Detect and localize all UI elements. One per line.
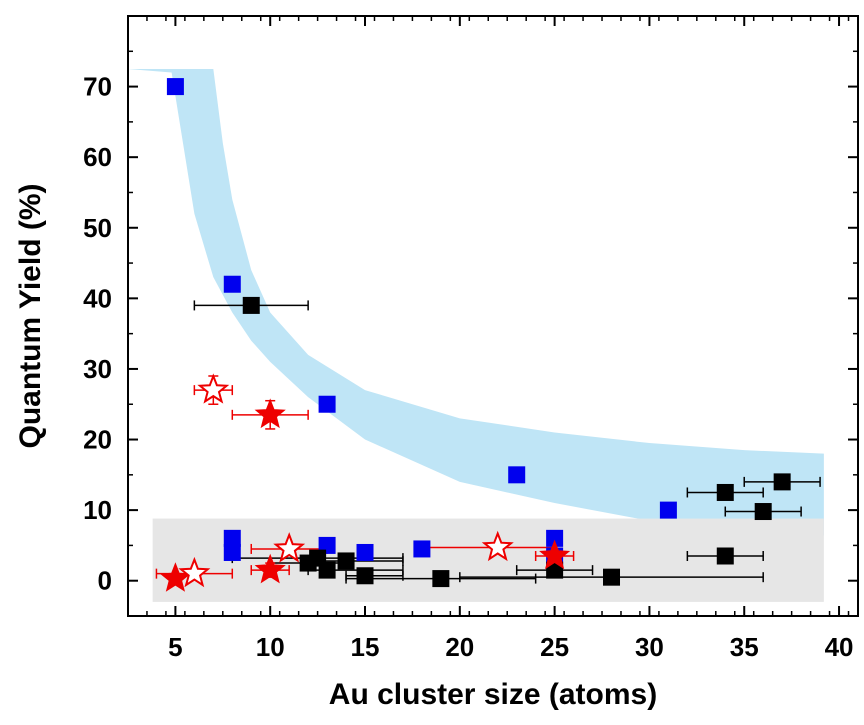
black-square-point — [716, 483, 734, 501]
y-tick-label: 70 — [83, 72, 112, 102]
open-star-point — [178, 556, 211, 588]
shaded-bands — [128, 68, 824, 602]
x-tick-label: 15 — [351, 632, 380, 662]
black-square-point — [546, 561, 564, 579]
y-tick-label: 0 — [98, 566, 112, 596]
black-square-point — [716, 547, 734, 565]
black-square-point — [337, 552, 355, 570]
blue-square-point — [546, 529, 564, 547]
shaded-region-0 — [128, 68, 824, 536]
black-square-point — [432, 570, 450, 588]
filled-star-point — [539, 539, 571, 570]
x-tick-label: 10 — [256, 632, 285, 662]
x-tick-label: 40 — [825, 632, 854, 662]
blue-square-point — [166, 78, 184, 96]
y-tick-label: 10 — [83, 495, 112, 525]
x-tick-label: 25 — [540, 632, 569, 662]
blue-square-point — [356, 543, 374, 561]
blue-square-point — [508, 466, 526, 484]
blue-square-point — [318, 395, 336, 413]
axes-ticks: 5 10 15 20 25 30 35 40 0 10 20 30 40 50 60 70 — [83, 16, 858, 662]
x-tick-label: 35 — [730, 632, 759, 662]
y-tick-label: 20 — [83, 425, 112, 455]
black-square-point — [773, 473, 791, 491]
black-square-point — [754, 503, 772, 521]
y-axis-title: Quantum Yield (%) — [14, 183, 47, 448]
filled-star-point — [254, 553, 286, 584]
blue-square-point — [223, 275, 241, 293]
blue-square-point — [413, 540, 431, 558]
open-star-point — [197, 373, 230, 404]
x-tick-label: 20 — [445, 632, 474, 662]
x-axis-title: Au cluster size (atoms) — [329, 678, 657, 711]
y-tick-label: 60 — [83, 142, 112, 172]
black-square-point — [242, 296, 260, 314]
open-star-point — [481, 530, 514, 562]
blue-square-point — [223, 543, 241, 561]
x-tick-label: 30 — [635, 632, 664, 662]
y-tick-label: 40 — [83, 283, 112, 313]
y-tick-label: 50 — [83, 213, 112, 243]
filled-star-point — [254, 398, 286, 429]
black-square-point — [318, 561, 336, 579]
data-markers — [159, 78, 791, 592]
open-star-point — [273, 532, 306, 563]
y-tick-label: 30 — [83, 354, 112, 384]
blue-square-point — [223, 529, 241, 547]
black-square-point — [603, 568, 621, 586]
x-tick-label: 5 — [168, 632, 182, 662]
plot-frame — [127, 15, 859, 617]
blue-square-point — [659, 501, 677, 519]
black-square-point — [356, 567, 374, 585]
